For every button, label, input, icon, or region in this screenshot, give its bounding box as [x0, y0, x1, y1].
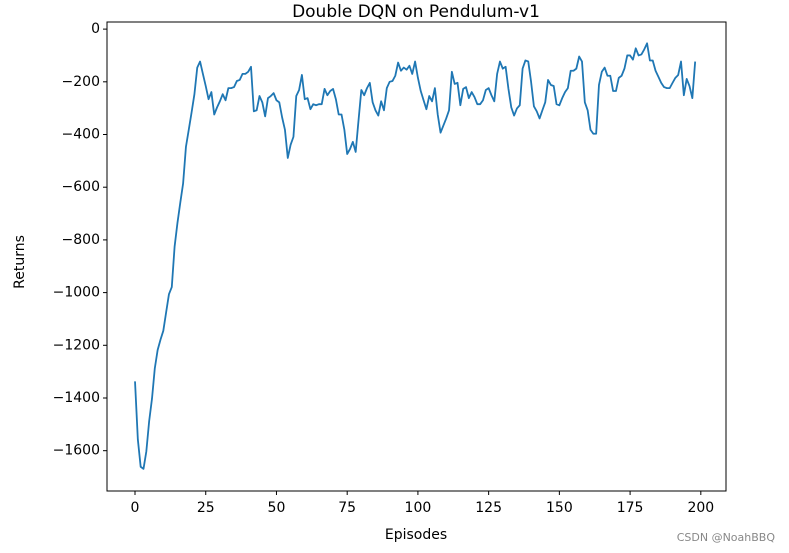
x-tick-label: 25: [197, 500, 215, 516]
y-tick-label: −200: [62, 74, 100, 90]
y-tick-label: −1600: [53, 443, 100, 459]
plot-frame: [106, 21, 727, 492]
x-tick-label: 175: [617, 500, 644, 516]
y-tick-label: −1200: [53, 337, 100, 353]
x-tick-label: 75: [338, 500, 356, 516]
watermark: CSDN @NoahBBQ: [677, 531, 776, 544]
chart-title: Double DQN on Pendulum-v1: [292, 2, 540, 22]
x-tick-label: 50: [268, 500, 286, 516]
x-tick-label: 200: [687, 500, 714, 516]
line-series: [134, 42, 697, 470]
x-axis-label: Episodes: [385, 527, 447, 543]
y-tick-label: −600: [62, 179, 100, 195]
y-tick-label: −800: [62, 232, 100, 248]
x-tick-label: 100: [405, 500, 432, 516]
y-tick-label: −400: [62, 127, 100, 143]
x-tick-label: 150: [546, 500, 573, 516]
x-tick-label: 0: [131, 500, 140, 516]
y-tick-label: −1400: [53, 390, 100, 406]
y-tick-label: −1000: [53, 285, 100, 301]
y-axis-label: Returns: [12, 235, 28, 289]
y-tick-label: 0: [91, 21, 100, 37]
x-tick-label: 125: [475, 500, 502, 516]
